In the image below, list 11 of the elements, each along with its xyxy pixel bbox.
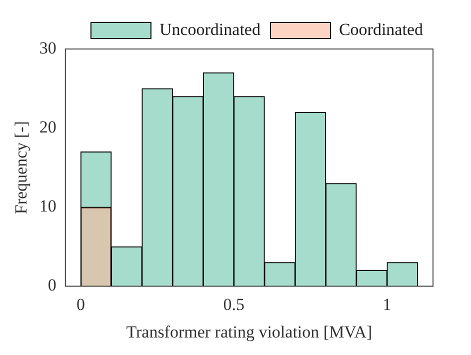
y-tick-label: 30 xyxy=(39,38,56,58)
x-axis-title: Transformer rating violation [MVA] xyxy=(126,322,372,342)
legend-label: Uncoordinated xyxy=(159,20,261,39)
y-tick-label: 10 xyxy=(39,196,56,216)
y-tick-label: 0 xyxy=(48,276,56,295)
y-axis-title: Frequency [-] xyxy=(12,121,31,214)
x-tick-label: 0 xyxy=(76,294,85,314)
x-tick-label: 1 xyxy=(382,294,392,314)
x-tick-label: 0.5 xyxy=(223,294,245,314)
y-tick-label: 20 xyxy=(39,118,56,137)
legend-label: Coordinated xyxy=(338,20,424,39)
